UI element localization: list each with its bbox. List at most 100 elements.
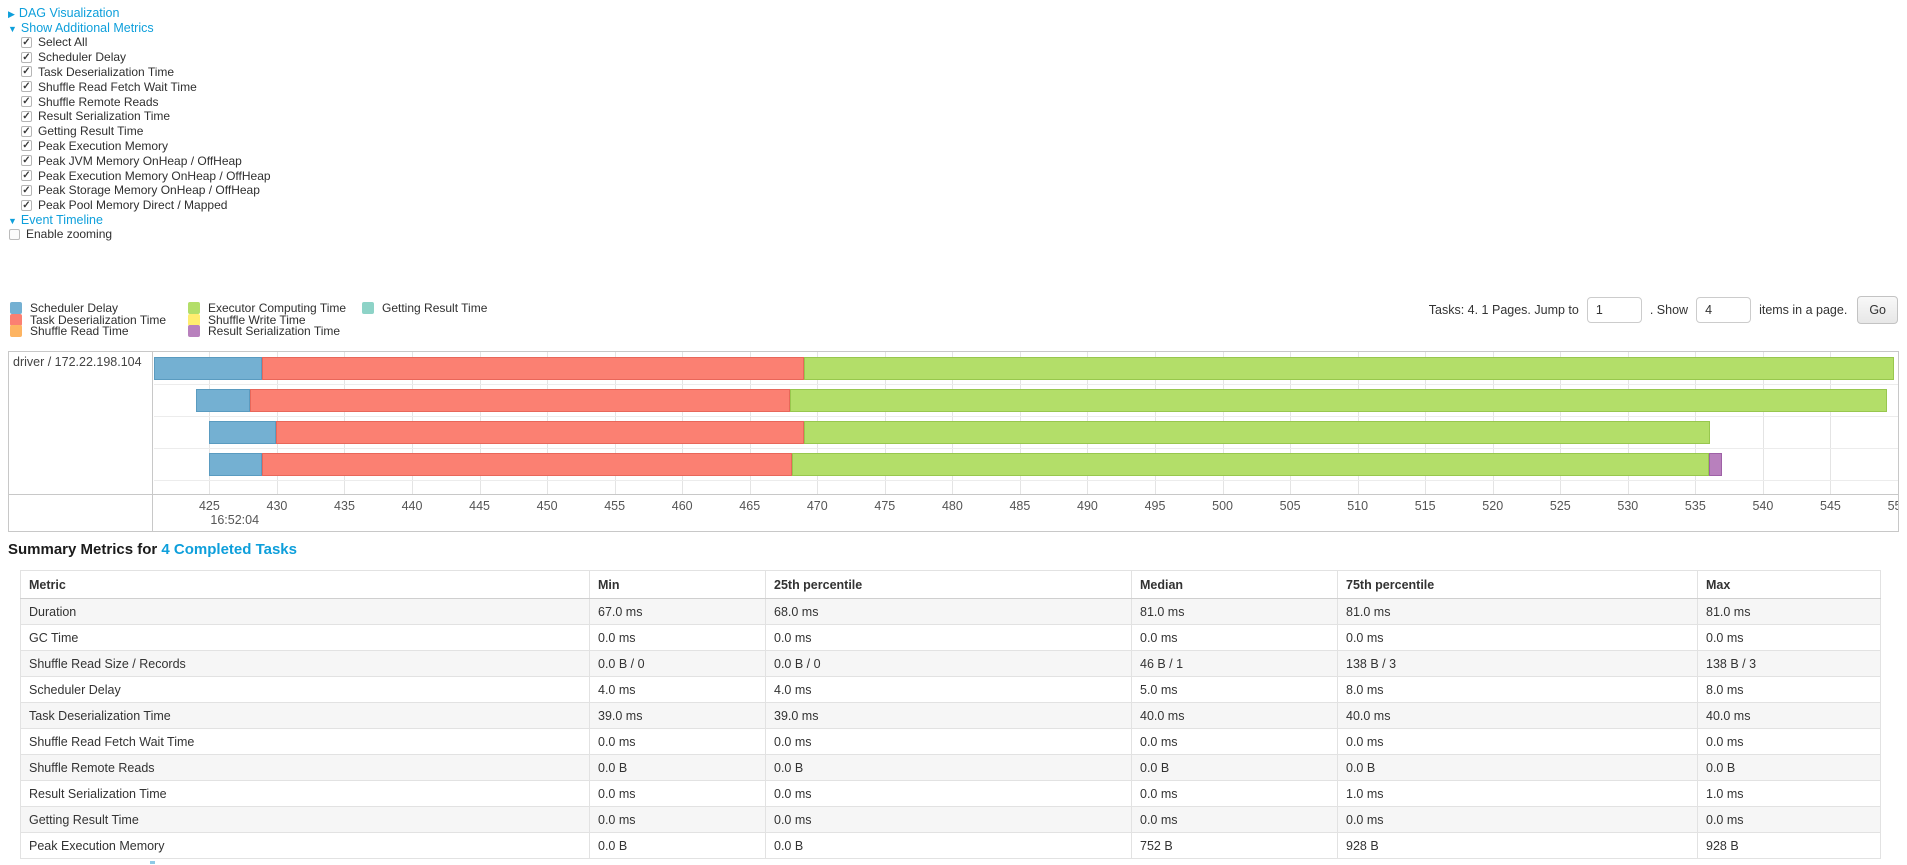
axis-tick-label: 495	[1144, 499, 1166, 513]
metric-value-cell: 0.0 ms	[589, 728, 766, 755]
metric-value-cell: 46 B / 1	[1131, 650, 1338, 677]
metric-checkbox-label: Peak Execution Memory	[38, 138, 169, 153]
items-per-page-input[interactable]	[1696, 297, 1752, 323]
legend-item-label: Task Deserialization Time	[30, 312, 167, 327]
table-head: Metric Min 25th percentile Median 75th perce…	[20, 570, 1881, 599]
completed-tasks-link-label: 4 Completed Tasks	[161, 541, 297, 558]
task-bar-segment-result_serialization[interactable]	[1708, 453, 1723, 476]
chart-plot-area: 425 430 435 440 445 450 455 460 465 470 475 480 485 4…	[154, 352, 1898, 531]
legend-item: Scheduler Delay	[10, 301, 188, 315]
metric-value-cell: 0.0 ms	[1131, 806, 1338, 833]
metric-name-cell: GC Time	[20, 624, 590, 651]
go-button[interactable]: Go	[1857, 296, 1898, 324]
task-bar-segment-task_deserialization[interactable]	[262, 453, 792, 476]
metric-checkbox[interactable]	[21, 36, 32, 48]
metric-value-cell: 39.0 ms	[765, 702, 1132, 729]
metric-checkbox-row: Task Deserialization Time	[21, 65, 271, 80]
metric-checkbox[interactable]	[21, 125, 32, 137]
enable-zooming-checkbox[interactable]	[9, 228, 20, 240]
legend-column: Getting Result Time	[362, 301, 487, 337]
metric-value-cell: 0.0 ms	[765, 806, 1132, 833]
metric-checkbox[interactable]	[21, 81, 32, 93]
table-row: Result Serialization Time 0.0 ms 0.0 ms 0.0…	[20, 780, 1881, 807]
pagination-between-text: . Show	[1649, 303, 1689, 317]
axis-tick-label: 465	[739, 499, 761, 513]
metric-value-cell: 0.0 ms	[1131, 780, 1338, 807]
dag-visualization-label: DAG Visualization	[18, 6, 120, 20]
metric-checkbox[interactable]	[21, 170, 32, 182]
metric-checkbox-row: Peak Pool Memory Direct / Mapped	[21, 198, 271, 213]
task-bar-segment-task_deserialization[interactable]	[249, 389, 791, 412]
metric-checkbox-row: Select All	[21, 35, 271, 50]
axis-tick-label: 535	[1684, 499, 1706, 513]
chevron-down-icon: ▼	[8, 24, 17, 34]
enable-zooming-label: Enable zooming	[26, 227, 113, 241]
metric-name-cell: Duration	[20, 598, 590, 625]
task-bar-segment-scheduler_delay[interactable]	[209, 453, 263, 476]
chevron-right-icon: ▶	[8, 9, 15, 19]
metric-value-cell: 0.0 B	[589, 832, 766, 859]
chart-group-column: driver / 172.22.198.104	[9, 352, 153, 531]
timeline-legend: Scheduler Delay Task Deserialization Time…	[10, 300, 487, 338]
task-bar-segment-scheduler_delay[interactable]	[154, 357, 263, 380]
gridline	[1830, 352, 1832, 494]
legend-item-label: Executor Computing Time	[208, 300, 347, 315]
task-bar-segment-executor_computing[interactable]	[791, 453, 1709, 476]
metric-value-cell: 8.0 ms	[1337, 676, 1698, 703]
task-bar-segment-scheduler_delay[interactable]	[209, 421, 276, 444]
metric-checkbox-row: Shuffle Remote Reads	[21, 94, 271, 109]
metric-value-cell: 0.0 B	[1697, 754, 1881, 781]
metric-checkbox[interactable]	[21, 66, 32, 78]
metric-checkbox-label: Peak JVM Memory OnHeap / OffHeap	[38, 153, 242, 168]
metric-value-cell: 0.0 ms	[589, 624, 766, 651]
metric-checkbox[interactable]	[21, 140, 32, 152]
table-row: Task Deserialization Time 39.0 ms 39.0 ms 4…	[20, 702, 1881, 729]
completed-tasks-link[interactable]: 4 Completed Tasks	[161, 541, 297, 558]
metric-checkbox-row: Scheduler Delay	[21, 50, 271, 65]
table-header-cell: Min	[589, 570, 766, 599]
event-timeline-chart: driver / 172.22.198.104 425 430 435 440 445 4…	[8, 351, 1899, 532]
metric-checkbox[interactable]	[21, 51, 32, 63]
metric-checkbox-label: Shuffle Read Fetch Wait Time	[38, 79, 197, 94]
task-bar-segment-executor_computing[interactable]	[803, 357, 1894, 380]
metric-checkbox-row: Peak Execution Memory OnHeap / OffHeap	[21, 168, 271, 183]
task-bar-segment-task_deserialization[interactable]	[275, 421, 804, 444]
metric-checkbox[interactable]	[21, 184, 32, 196]
table-row: Shuffle Read Fetch Wait Time 0.0 ms 0.0 ms…	[20, 728, 1881, 755]
metric-value-cell: 0.0 ms	[765, 728, 1132, 755]
metric-value-cell: 81.0 ms	[1337, 598, 1698, 625]
legend-item: Task Deserialization Time	[10, 312, 188, 327]
table-header-cell: Max	[1697, 570, 1881, 599]
metric-value-cell: 5.0 ms	[1131, 676, 1338, 703]
task-bar-segment-executor_computing[interactable]	[803, 421, 1711, 444]
event-timeline-toggle[interactable]: ▼ Event Timeline	[8, 213, 103, 227]
show-additional-metrics-label: Show Additional Metrics	[20, 21, 154, 35]
table-header-row: Metric Min 25th percentile Median 75th perce…	[20, 570, 1881, 599]
metric-checkbox[interactable]	[21, 110, 32, 122]
show-additional-metrics-toggle[interactable]: ▼ Show Additional Metrics	[8, 21, 154, 35]
metric-value-cell: 0.0 ms	[589, 806, 766, 833]
task-bar-segment-executor_computing[interactable]	[790, 389, 1888, 412]
task-bar-segment-scheduler_delay[interactable]	[195, 389, 250, 412]
metric-checkbox-row: Peak Execution Memory	[21, 139, 271, 154]
task-bar-segment-task_deserialization[interactable]	[262, 357, 804, 380]
metric-checkbox[interactable]	[21, 199, 32, 211]
metric-value-cell: 81.0 ms	[1697, 598, 1881, 625]
legend-item: Executor Computing Time	[188, 300, 362, 315]
metric-checkbox[interactable]	[21, 155, 32, 167]
table-row: Getting Result Time 0.0 ms 0.0 ms 0.0 ms 0.0…	[20, 806, 1881, 833]
jump-to-page-input[interactable]	[1586, 297, 1642, 323]
metric-name-cell: Shuffle Read Fetch Wait Time	[20, 728, 590, 755]
metric-checkbox[interactable]	[21, 96, 32, 108]
metric-checkbox-label: Result Serialization Time	[38, 109, 171, 124]
table-header-cell: Median	[1131, 570, 1338, 599]
axis-tick-label: 505	[1279, 499, 1301, 513]
axis-tick-label: 510	[1347, 499, 1369, 513]
metric-value-cell: 67.0 ms	[589, 598, 766, 625]
table-row: Peak Execution Memory 0.0 B 0.0 B 752 B 928 …	[20, 832, 1881, 859]
table-header-cell: 25th percentile	[765, 570, 1132, 599]
metric-checkbox-row: Getting Result Time	[21, 124, 271, 139]
dag-visualization-toggle[interactable]: ▶ DAG Visualization	[8, 6, 119, 20]
cut-off-next-section	[150, 861, 155, 864]
